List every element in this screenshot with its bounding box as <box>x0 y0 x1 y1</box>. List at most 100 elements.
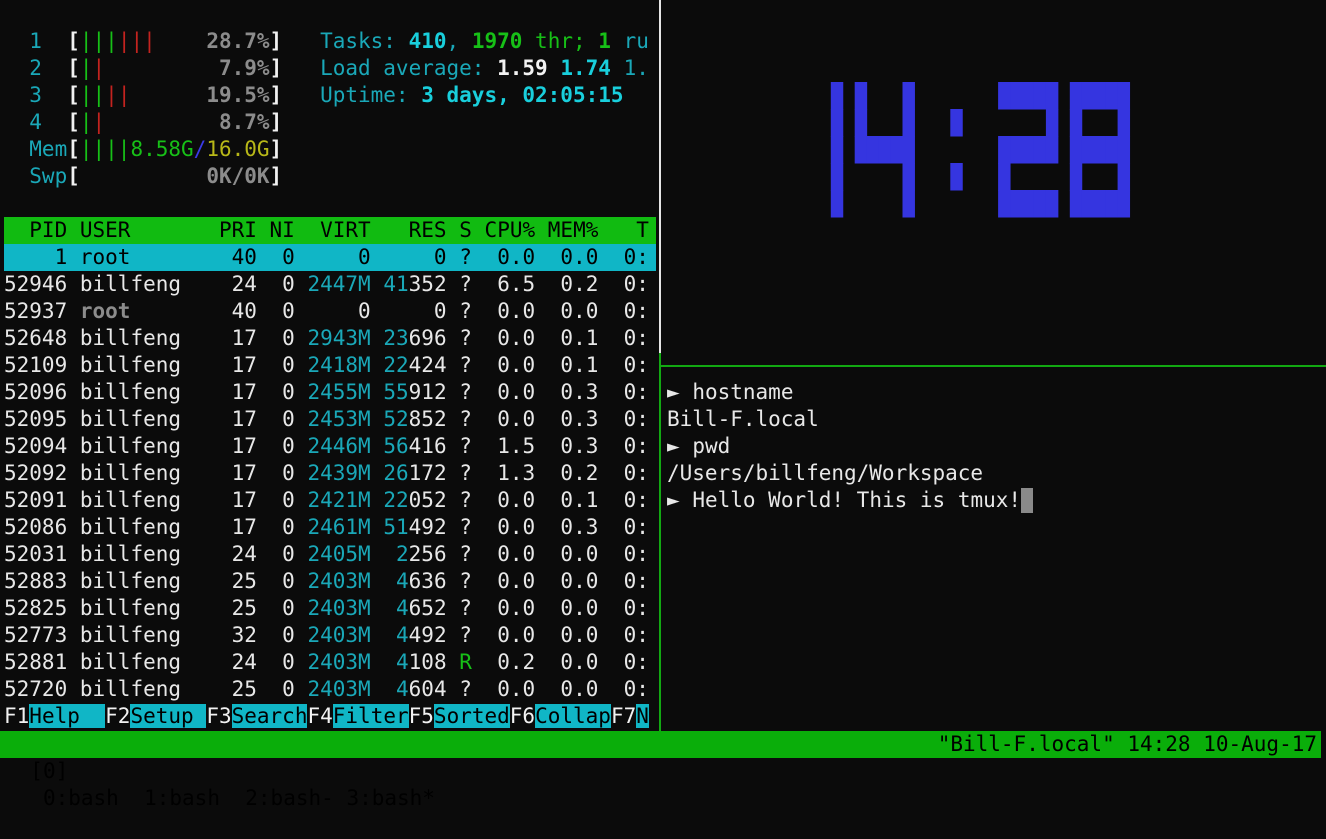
sep <box>371 407 384 431</box>
column-virt[interactable]: VIRT <box>307 217 371 242</box>
cpu-meter-2: 2 [|| 7.9%] <box>4 55 282 82</box>
cpu-bar: ||| <box>117 28 156 53</box>
state: ? <box>459 406 472 431</box>
process-row[interactable]: 52946 billfeng 24 0 2447M 41352 ? 6.5 0.… <box>4 271 649 298</box>
pid: 52648 <box>4 325 68 350</box>
cpu: 1.3 <box>484 460 536 485</box>
process-row[interactable]: 52825 billfeng 25 0 2403M 4652 ? 0.0 0.0… <box>4 595 649 622</box>
window-tab-2[interactable]: 2:bash- <box>245 786 334 810</box>
fkey-f5[interactable]: F5 <box>408 703 434 728</box>
bracket: [ <box>67 136 80 161</box>
bracket: [ <box>67 82 80 107</box>
column-s[interactable]: S <box>459 217 472 242</box>
process-row[interactable]: 52883 billfeng 25 0 2403M 4636 ? 0.0 0.0… <box>4 568 649 595</box>
pane-divider-vertical[interactable] <box>659 0 661 353</box>
process-row[interactable]: 52773 billfeng 32 0 2403M 4492 ? 0.0 0.0… <box>4 622 649 649</box>
fkey-label-n[interactable]: N <box>636 703 649 728</box>
window-tab-0[interactable]: 0:bash <box>42 786 119 810</box>
fkey-f4[interactable]: F4 <box>307 703 333 728</box>
process-row[interactable]: 52095 billfeng 17 0 2453M 52852 ? 0.0 0.… <box>4 406 649 433</box>
virt: 2403M <box>307 649 371 674</box>
swap-meter: Swp[ 0K/0K] <box>4 163 282 190</box>
pane-divider-vertical-active[interactable] <box>659 353 661 731</box>
process-row[interactable]: 52092 billfeng 17 0 2439M 26172 ? 1.3 0.… <box>4 460 649 487</box>
htop-pane[interactable]: 1 [|||||| 28.7%] 2 [|| 7.9%] 3 [|||| 19.… <box>4 0 656 731</box>
load-5: 1.74 <box>560 55 611 80</box>
fkey-label-filter[interactable]: Filter <box>332 703 409 728</box>
fkey-f2[interactable]: F2 <box>105 703 131 728</box>
column-pid[interactable]: PID <box>4 217 68 242</box>
window-tab-3[interactable]: 3:bash* <box>346 786 435 810</box>
clock-pixel <box>830 163 844 191</box>
sep <box>67 380 80 404</box>
process-row[interactable]: 52086 billfeng 17 0 2461M 51492 ? 0.0 0.… <box>4 514 649 541</box>
tasks-label: Tasks: <box>320 28 409 53</box>
fkey-f7[interactable]: F7 <box>610 703 637 728</box>
column-res[interactable]: RES <box>383 217 447 242</box>
fkey-f1[interactable]: F1 <box>4 703 30 728</box>
sep <box>220 786 245 810</box>
sep <box>472 461 485 485</box>
process-row[interactable]: 52094 billfeng 17 0 2446M 56416 ? 1.5 0.… <box>4 433 649 460</box>
sep <box>472 596 485 620</box>
fkey-label-search[interactable]: Search <box>231 703 308 728</box>
clock-digit-1 <box>830 82 844 218</box>
user: billfeng <box>79 676 194 701</box>
column-cpu[interactable]: CPU% <box>484 217 536 242</box>
column-mem[interactable]: MEM% <box>547 217 599 242</box>
fkey-label-setup[interactable]: Setup <box>130 703 207 728</box>
ni: 0 <box>256 487 295 512</box>
fkey-f6[interactable]: F6 <box>509 703 536 728</box>
process-row[interactable]: 52091 billfeng 17 0 2421M 22052 ? 0.0 0.… <box>4 487 649 514</box>
clock-pixel <box>1033 136 1047 164</box>
column-user[interactable]: USER <box>79 217 194 242</box>
prompt-icon: ► <box>667 379 680 404</box>
cpu-bar: | <box>79 55 93 80</box>
process-row[interactable]: 1 root 40 0 0 0 ? 0.0 0.0 0: <box>4 243 656 271</box>
fkey-f3[interactable]: F3 <box>206 703 232 728</box>
res-units: 424 <box>408 352 447 377</box>
process-row[interactable]: 52031 billfeng 24 0 2405M 2256 ? 0.0 0.0… <box>4 541 649 568</box>
process-row[interactable]: 52720 billfeng 25 0 2403M 4604 ? 0.0 0.0… <box>4 676 649 703</box>
process-row[interactable]: 52109 billfeng 17 0 2418M 22424 ? 0.0 0.… <box>4 352 649 379</box>
sep <box>447 677 460 701</box>
clock-pixel <box>902 190 915 218</box>
pid: 52092 <box>4 460 68 485</box>
output-text: Bill-F.local <box>667 406 819 431</box>
fkey-label-collap[interactable]: Collap <box>535 703 611 728</box>
sep <box>472 434 485 458</box>
bracket: ] <box>269 55 283 80</box>
pri: 32 <box>193 622 257 647</box>
fkey-label-sorted[interactable]: Sorted <box>433 703 510 728</box>
pid: 52095 <box>4 406 68 431</box>
process-row[interactable]: 52648 billfeng 17 0 2943M 23696 ? 0.0 0.… <box>4 325 649 352</box>
shell-pane[interactable]: ► hostname Bill-F.local ► pwd/Users/billfe… <box>667 0 1322 731</box>
column-ni[interactable]: NI <box>256 217 295 242</box>
sep <box>371 677 384 701</box>
cpu: 0.0 <box>484 541 536 566</box>
time: 0: <box>598 568 649 593</box>
pid: 52720 <box>4 676 68 701</box>
pane-divider-horizontal[interactable] <box>661 365 1326 367</box>
sep <box>680 380 693 404</box>
clock-pixel <box>1081 190 1095 218</box>
cpu-meter-4: 4 [|| 8.7%] <box>4 109 282 136</box>
bracket: [ <box>67 28 80 53</box>
sep <box>371 434 384 458</box>
uptime: Uptime: 3 days, 02:05:15 <box>4 82 623 109</box>
pri: 17 <box>193 352 257 377</box>
uptime-label: Uptime: <box>320 82 422 107</box>
sep <box>371 569 384 593</box>
mem: 0.3 <box>535 514 599 539</box>
process-row[interactable]: 52881 billfeng 24 0 2403M 4108 R 0.2 0.0… <box>4 649 649 676</box>
column-pri[interactable]: PRI <box>193 217 257 242</box>
window-tab-1[interactable]: 1:bash <box>144 786 220 810</box>
fkey-label-help[interactable]: Help <box>29 703 106 728</box>
process-row[interactable]: 52096 billfeng 17 0 2455M 55912 ? 0.0 0.… <box>4 379 649 406</box>
clock-pixel <box>902 82 915 110</box>
column-time[interactable]: T <box>598 217 649 242</box>
process-table-header[interactable]: PID USER PRI NI VIRT RES S CPU% MEM% T <box>4 216 656 244</box>
ni: 0 <box>256 460 295 485</box>
process-row[interactable]: 52937 root 40 0 0 0 ? 0.0 0.0 0: <box>4 298 649 325</box>
mem: 0.0 <box>535 568 599 593</box>
